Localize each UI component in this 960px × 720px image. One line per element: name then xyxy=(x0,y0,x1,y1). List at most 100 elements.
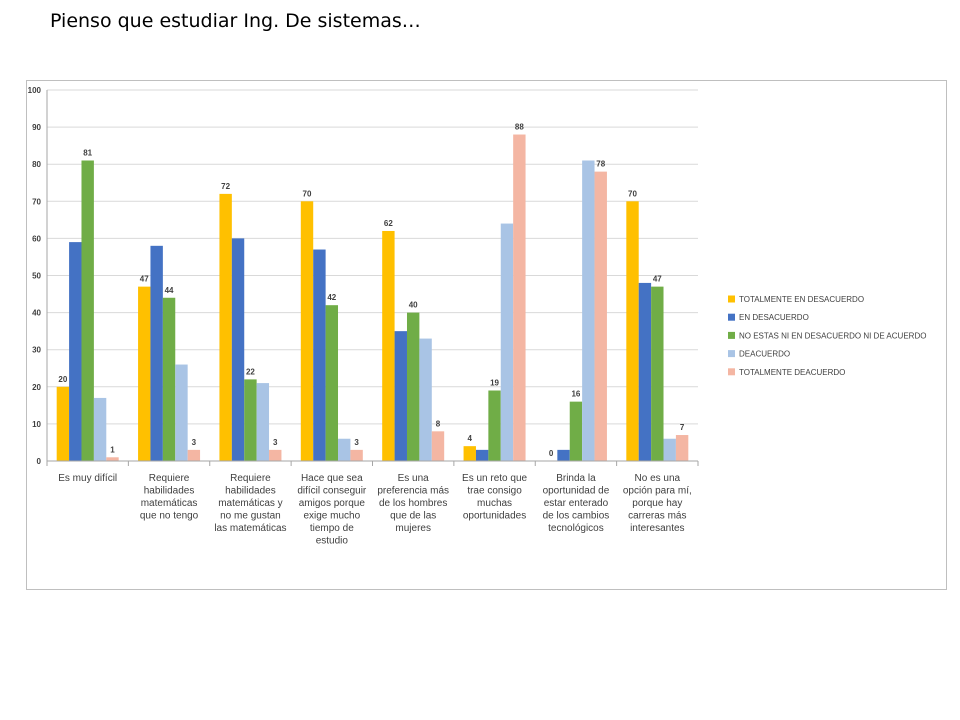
x-category-label-line: mujeres xyxy=(395,523,431,534)
y-tick-label: 50 xyxy=(32,272,41,281)
x-category-label-line: Hace que sea xyxy=(301,473,363,484)
data-label: 44 xyxy=(165,286,174,295)
legend: TOTALMENTE EN DESACUERDO EN DESACUERDO NO … xyxy=(728,295,926,377)
x-category-label-line: habilidades xyxy=(225,486,276,497)
data-label: 3 xyxy=(273,438,278,447)
data-label: 47 xyxy=(653,275,662,284)
bar xyxy=(569,401,583,461)
x-category-label-line: tecnológicos xyxy=(548,523,604,534)
bar xyxy=(231,238,245,461)
legend-swatch xyxy=(728,331,735,339)
y-tick-label: 10 xyxy=(32,420,41,429)
axes xyxy=(46,90,699,466)
x-category-label: Requiere habilidades matemáticas y no me gu… xyxy=(214,473,286,534)
bar xyxy=(81,160,94,462)
y-tick-label: 0 xyxy=(37,457,42,466)
bars xyxy=(56,134,689,462)
bar xyxy=(56,386,70,461)
bar xyxy=(463,446,476,461)
x-category-label-line: matemáticas xyxy=(141,498,198,509)
bar xyxy=(382,230,395,461)
y-tick-label: 20 xyxy=(32,383,41,392)
x-category-label-line: opción para mí, xyxy=(623,486,692,497)
bar xyxy=(475,449,489,461)
bar xyxy=(582,160,595,462)
legend-label: TOTALMENTE DEACUERDO xyxy=(739,368,845,377)
data-label: 19 xyxy=(490,379,499,388)
x-category-label-line: muchas xyxy=(477,498,512,509)
x-category-label-line: estar enterado xyxy=(544,498,609,509)
x-category-label-line: Es una xyxy=(398,473,430,484)
x-category-label-line: matemáticas y xyxy=(218,498,282,509)
bar xyxy=(256,383,270,461)
bar xyxy=(138,286,151,461)
legend-swatch xyxy=(728,295,735,303)
x-category-label: Hace que sea difícil conseguir amigos porq… xyxy=(297,473,367,547)
bar xyxy=(244,379,257,461)
bar xyxy=(419,338,432,461)
data-label: 70 xyxy=(628,189,637,198)
bar xyxy=(488,390,501,461)
bar xyxy=(338,438,351,461)
bar xyxy=(500,223,514,461)
x-category-label-line: que de las xyxy=(390,511,436,522)
data-label: 40 xyxy=(409,301,418,310)
x-category-label-line: trae consigo xyxy=(467,486,522,497)
bar xyxy=(69,242,82,461)
chart-frame xyxy=(26,80,947,590)
y-tick-label: 80 xyxy=(32,160,41,169)
x-category-label-line: de los hombres xyxy=(379,498,447,509)
slide-title: Pienso que estudiar Ing. De sistemas… xyxy=(50,10,421,32)
x-category-label-line: las matemáticas xyxy=(214,523,286,534)
x-category-label-line: No es una xyxy=(635,473,681,484)
x-category-label-line: Es muy difícil xyxy=(58,473,117,484)
bar xyxy=(313,249,326,461)
x-category-label-line: que no tengo xyxy=(140,511,199,522)
bar xyxy=(175,364,188,461)
bar xyxy=(651,286,664,461)
bar xyxy=(431,431,445,461)
data-label: 47 xyxy=(140,275,149,284)
data-label: 70 xyxy=(303,189,312,198)
data-labels: 20 81 1 47 44 3 72 22 3 70 42 3 62 40 8 4 19 88 0 16 78 70 47 7 xyxy=(58,123,684,458)
y-tick-label: 100 xyxy=(28,86,42,95)
data-label: 22 xyxy=(246,367,255,376)
data-label: 81 xyxy=(83,148,92,157)
y-tick-label: 40 xyxy=(32,309,41,318)
bar xyxy=(219,193,232,461)
bar xyxy=(150,245,163,461)
bar xyxy=(406,312,420,461)
x-category-label-line: porque hay xyxy=(632,498,682,509)
x-category-label-line: Requiere xyxy=(230,473,271,484)
x-category-label-line: oportunidad de xyxy=(543,486,610,497)
data-label: 72 xyxy=(221,182,230,191)
x-category-label-line: oportunidades xyxy=(463,511,526,522)
x-category-label-line: Es un reto que xyxy=(462,473,527,484)
legend-label: TOTALMENTE EN DESACUERDO xyxy=(739,295,864,304)
y-tick-label: 70 xyxy=(32,197,41,206)
x-category-label-line: habilidades xyxy=(144,486,195,497)
bar xyxy=(300,201,314,462)
bar xyxy=(269,449,282,461)
x-category-label-line: Brinda la xyxy=(556,473,596,484)
data-label: 3 xyxy=(354,438,359,447)
data-label: 20 xyxy=(58,375,67,384)
data-label: 78 xyxy=(596,160,605,169)
legend-label: NO ESTAS NI EN DESACUERDO NI DE ACUERDO xyxy=(739,331,926,340)
bar xyxy=(557,449,570,461)
bar xyxy=(187,449,201,461)
legend-swatch xyxy=(728,368,735,376)
x-category-label-line: estudio xyxy=(316,536,349,547)
x-category-label-line: no me gustan xyxy=(220,511,281,522)
x-category-label-line: tiempo de xyxy=(310,523,354,534)
y-tick-label: 90 xyxy=(32,123,41,132)
bar xyxy=(93,397,107,461)
x-category-label-line: difícil conseguir xyxy=(297,486,367,497)
legend-label: EN DESACUERDO xyxy=(739,313,809,322)
data-label: 42 xyxy=(327,293,336,302)
bar xyxy=(638,282,652,461)
legend-label: DEACUERDO xyxy=(739,350,790,359)
bar xyxy=(675,435,689,461)
x-category-label-line: amigos porque xyxy=(299,498,366,509)
